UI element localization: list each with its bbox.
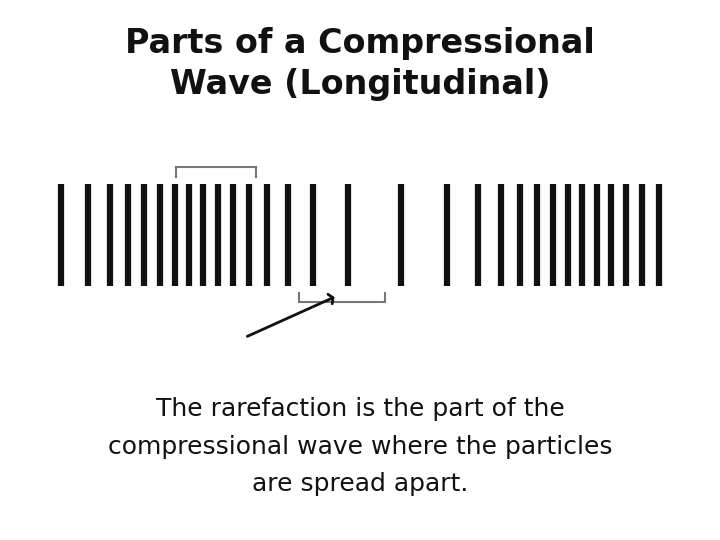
- Text: The rarefaction is the part of the: The rarefaction is the part of the: [156, 397, 564, 421]
- Text: compressional wave where the particles: compressional wave where the particles: [108, 435, 612, 458]
- Text: are spread apart.: are spread apart.: [252, 472, 468, 496]
- Text: Parts of a Compressional
Wave (Longitudinal): Parts of a Compressional Wave (Longitudi…: [125, 27, 595, 101]
